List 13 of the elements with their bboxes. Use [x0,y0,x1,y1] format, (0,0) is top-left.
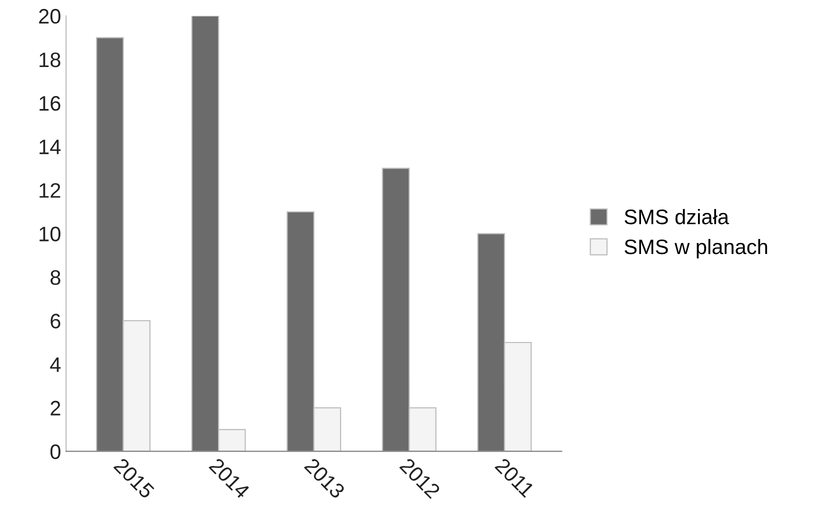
y-tick-label: 6 [50,314,60,328]
y-tick-label: 8 [50,270,60,285]
y-tick-label: 20 [39,8,60,24]
y-tick-label: 2 [50,400,60,416]
y-tick-label: 16 [40,96,60,111]
y-tick-label: 14 [40,140,61,154]
y-tick-label: 10 [40,226,60,242]
legend-label: SMS w planach [624,238,768,258]
y-tick-label: 18 [40,52,60,68]
y-tick-label: 12 [40,183,60,198]
y-tick-label: 0 [50,444,60,460]
legend-label: SMS działa [624,209,730,224]
y-tick-label: 4 [50,357,61,372]
